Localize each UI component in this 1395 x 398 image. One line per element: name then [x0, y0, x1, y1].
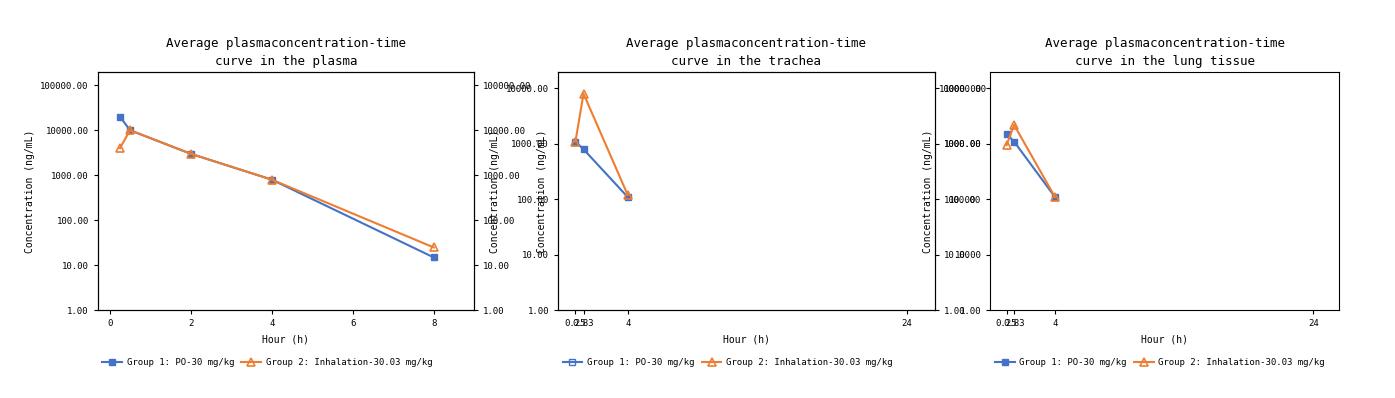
Group 1: PO-30 mg/kg: (0.25, 1.1e+03): PO-30 mg/kg: (0.25, 1.1e+03) [566, 139, 583, 144]
Title: Average plasmaconcentration-time
curve in the trachea: Average plasmaconcentration-time curve i… [626, 37, 866, 68]
Y-axis label: Concentration (ng/mL): Concentration (ng/mL) [25, 129, 35, 253]
Group 2: Inhalation-30.03 mg/kg: (4, 800): Inhalation-30.03 mg/kg: (4, 800) [264, 177, 280, 182]
Legend: Group 1: PO-30 mg/kg, Group 2: Inhalation-30.03 mg/kg: Group 1: PO-30 mg/kg, Group 2: Inhalatio… [562, 358, 893, 367]
Group 2: Inhalation-30.03 mg/kg: (0.25, 950): Inhalation-30.03 mg/kg: (0.25, 950) [999, 143, 1016, 148]
Group 1: PO-30 mg/kg: (2, 3e+03): PO-30 mg/kg: (2, 3e+03) [183, 151, 199, 156]
X-axis label: Hour (h): Hour (h) [262, 334, 310, 344]
Group 1: PO-30 mg/kg: (8, 15): PO-30 mg/kg: (8, 15) [425, 255, 442, 260]
Y-axis label: Concentration (ng/mL): Concentration (ng/mL) [923, 129, 933, 253]
Group 2: Inhalation-30.03 mg/kg: (0.25, 1.1e+03): Inhalation-30.03 mg/kg: (0.25, 1.1e+03) [566, 139, 583, 144]
Line: Group 2: Inhalation-30.03 mg/kg: Group 2: Inhalation-30.03 mg/kg [116, 126, 438, 252]
Y-axis label: Concentration (ng/mL): Concentration (ng/mL) [491, 129, 501, 253]
Line: Group 1: PO-30 mg/kg: Group 1: PO-30 mg/kg [572, 138, 631, 201]
Group 1: PO-30 mg/kg: (4, 110): PO-30 mg/kg: (4, 110) [1046, 195, 1063, 199]
Group 1: PO-30 mg/kg: (0.25, 1.5e+03): PO-30 mg/kg: (0.25, 1.5e+03) [999, 132, 1016, 137]
Group 1: PO-30 mg/kg: (0.5, 1e+04): PO-30 mg/kg: (0.5, 1e+04) [121, 128, 138, 133]
Line: Group 2: Inhalation-30.03 mg/kg: Group 2: Inhalation-30.03 mg/kg [1003, 121, 1059, 201]
X-axis label: Hour (h): Hour (h) [723, 334, 770, 344]
Line: Group 2: Inhalation-30.03 mg/kg: Group 2: Inhalation-30.03 mg/kg [572, 90, 632, 199]
Group 2: Inhalation-30.03 mg/kg: (4, 120): Inhalation-30.03 mg/kg: (4, 120) [619, 193, 636, 197]
Group 2: Inhalation-30.03 mg/kg: (8, 25): Inhalation-30.03 mg/kg: (8, 25) [425, 245, 442, 250]
Group 2: Inhalation-30.03 mg/kg: (0.83, 2.2e+03): Inhalation-30.03 mg/kg: (0.83, 2.2e+03) [1006, 123, 1023, 127]
Y-axis label: Concentration (ng/mL): Concentration (ng/mL) [992, 129, 1002, 253]
Group 1: PO-30 mg/kg: (4, 110): PO-30 mg/kg: (4, 110) [619, 195, 636, 199]
Group 2: Inhalation-30.03 mg/kg: (0.83, 8e+03): Inhalation-30.03 mg/kg: (0.83, 8e+03) [575, 92, 591, 96]
Legend: Group 1: PO-30 mg/kg, Group 2: Inhalation-30.03 mg/kg: Group 1: PO-30 mg/kg, Group 2: Inhalatio… [102, 358, 432, 367]
Group 1: PO-30 mg/kg: (0.25, 2e+04): PO-30 mg/kg: (0.25, 2e+04) [112, 114, 128, 119]
Group 2: Inhalation-30.03 mg/kg: (0.25, 4e+03): Inhalation-30.03 mg/kg: (0.25, 4e+03) [112, 146, 128, 150]
X-axis label: Hour (h): Hour (h) [1141, 334, 1189, 344]
Group 1: PO-30 mg/kg: (0.83, 1.1e+03): PO-30 mg/kg: (0.83, 1.1e+03) [1006, 139, 1023, 144]
Line: Group 1: PO-30 mg/kg: Group 1: PO-30 mg/kg [116, 113, 437, 261]
Line: Group 1: PO-30 mg/kg: Group 1: PO-30 mg/kg [1003, 131, 1059, 201]
Group 1: PO-30 mg/kg: (4, 800): PO-30 mg/kg: (4, 800) [264, 177, 280, 182]
Title: Average plasmaconcentration-time
curve in the lung tissue: Average plasmaconcentration-time curve i… [1045, 37, 1285, 68]
Group 1: PO-30 mg/kg: (0.83, 800): PO-30 mg/kg: (0.83, 800) [575, 147, 591, 152]
Group 2: Inhalation-30.03 mg/kg: (2, 3e+03): Inhalation-30.03 mg/kg: (2, 3e+03) [183, 151, 199, 156]
Group 2: Inhalation-30.03 mg/kg: (0.5, 1e+04): Inhalation-30.03 mg/kg: (0.5, 1e+04) [121, 128, 138, 133]
Y-axis label: Concentration (ng/mL): Concentration (ng/mL) [537, 129, 547, 253]
Legend: Group 1: PO-30 mg/kg, Group 2: Inhalation-30.03 mg/kg: Group 1: PO-30 mg/kg, Group 2: Inhalatio… [995, 358, 1325, 367]
Group 2: Inhalation-30.03 mg/kg: (4, 110): Inhalation-30.03 mg/kg: (4, 110) [1046, 195, 1063, 199]
Title: Average plasmaconcentration-time
curve in the plasma: Average plasmaconcentration-time curve i… [166, 37, 406, 68]
